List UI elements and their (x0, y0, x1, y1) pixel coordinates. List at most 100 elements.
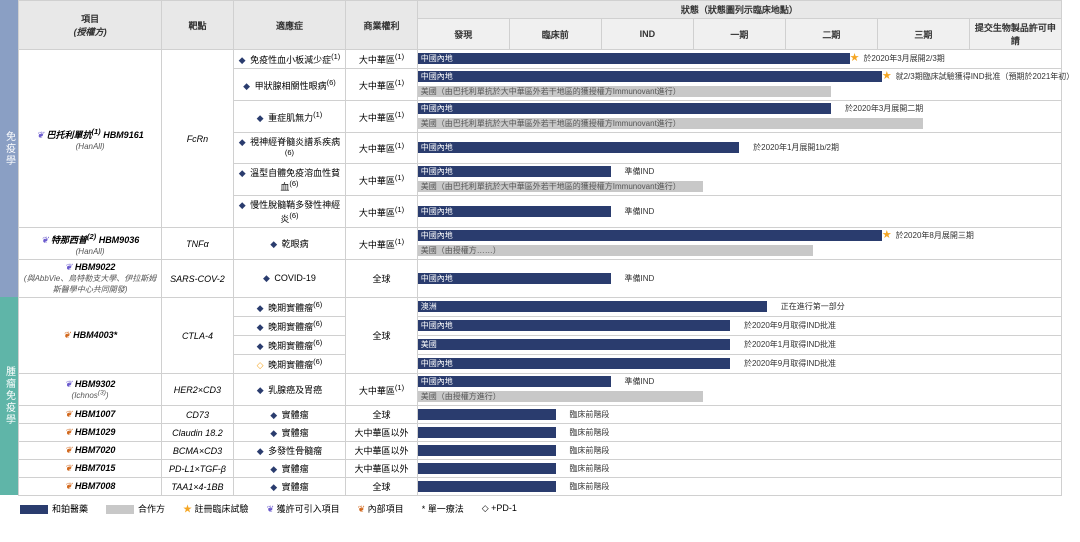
harbour-bar (418, 463, 556, 474)
cell-pipeline: 中國內地準備IND (417, 196, 1061, 228)
pipeline-lane: 臨床前階段 (418, 444, 1061, 458)
pipeline-lane: 美國（由巴托利單抗於大中華區外若干地區的獲授權方Immunovant進行） (418, 180, 1061, 194)
pipeline-lane: 美國（由巴托利單抗於大中華區外若干地區的獲授權方Immunovant進行） (418, 117, 1061, 131)
category-sidebar: 免疫學腫瘤免疫學 (0, 0, 18, 496)
pipeline-lane: 美國（由授權方……） (418, 244, 1061, 258)
cell-project: ❦ HBM1007 (19, 406, 162, 424)
harbour-bar (418, 481, 556, 492)
cell-indication: ◆ 慢性脫髓鞘多發性神經炎(6) (233, 196, 345, 228)
cell-indication: ◇ 晚期實體瘤(6) (233, 355, 345, 374)
cell-rights: 大中華區以外 (346, 460, 418, 478)
harbour-bar: 中國內地 (418, 103, 831, 114)
star-icon: ★ (882, 228, 892, 241)
cell-indication: ◆ COVID-19 (233, 260, 345, 298)
th-stage: IND (601, 19, 693, 50)
table-row: ❦ HBM4003*CTLA-4◆ 晚期實體瘤(6)全球澳洲正在進行第一部分 (19, 298, 1062, 317)
table-row: ❦ HBM9302(Ichnos(3))HER2×CD3◆ 乳腺癌及胃癌大中華區… (19, 374, 1062, 406)
table-body: ❦ 巴托利單抗(1) HBM9161(HanAll)FcRn◆ 免疫性血小板減少… (19, 50, 1062, 496)
cell-project: ❦ 特那西普(2) HBM9036(HanAll) (19, 228, 162, 260)
cell-project: ❦ 巴托利單抗(1) HBM9161(HanAll) (19, 50, 162, 228)
milestone-note: 於2020年3月展開二期 (845, 103, 923, 114)
cell-target: TAA1×4-1BB (162, 478, 234, 496)
cell-rights: 全球 (346, 406, 418, 424)
cell-target: CTLA-4 (162, 298, 234, 374)
harbour-bar: 中國內地 (418, 358, 730, 369)
milestone-note: 於2020年9月取得IND批准 (744, 358, 836, 369)
milestone-note: 臨床前階段 (569, 463, 609, 474)
internal-icon: ❦ (65, 427, 73, 437)
cell-pipeline: 中國內地★於2020年3月展開2/3期 (417, 50, 1061, 69)
pipeline-lane: 中國內地 於2020年1月展開1b/2期 (418, 141, 1061, 155)
legend-item: ❦ 獲許可引入項目 (267, 502, 340, 515)
cell-indication: ◆ 實體瘤 (233, 406, 345, 424)
cell-target: PD-L1×TGF-β (162, 460, 234, 478)
pipeline-lane: 中國內地準備IND (418, 375, 1061, 389)
cell-target: SARS-COV-2 (162, 260, 234, 298)
cell-indication: ◆ 溫型自體免疫溶血性貧血(6) (233, 164, 345, 196)
cell-rights: 大中華區(1) (346, 196, 418, 228)
milestone-note: 準備IND (625, 376, 655, 387)
category-bar: 免疫學 (0, 0, 18, 297)
th-stage: 三期 (877, 19, 969, 50)
pipeline-lane: 澳洲正在進行第一部分 (418, 300, 1061, 314)
cell-indication: ◆ 晚期實體瘤(6) (233, 298, 345, 317)
cell-pipeline: 臨床前階段 (417, 406, 1061, 424)
pipeline-lane: 臨床前階段 (418, 408, 1061, 422)
cell-project: ❦ HBM7015 (19, 460, 162, 478)
th-rights: 商業權利 (346, 1, 418, 50)
harbour-bar: 中國內地 (418, 230, 882, 241)
milestone-note: 臨床前階段 (569, 409, 609, 420)
internal-icon: ❦ (65, 481, 73, 491)
legend-item: ◇ +PD-1 (482, 503, 517, 514)
legend-item: ★ 註冊臨床試驗 (183, 502, 249, 515)
milestone-note: 於2020年1月展開1b/2期 (753, 142, 839, 153)
cell-project: ❦ HBM1029 (19, 424, 162, 442)
cell-rights: 全球 (346, 478, 418, 496)
harbour-bar (418, 409, 556, 420)
cell-rights: 大中華區(1) (346, 50, 418, 69)
harbour-bar: 美國 (418, 339, 730, 350)
internal-icon: ❦ (65, 445, 73, 455)
pipeline-lane: 中國內地準備IND (418, 205, 1061, 219)
th-project: 項目(授權方) (19, 1, 162, 50)
cell-pipeline: 中國內地 於2020年3月展開二期美國（由巴托利單抗於大中華區外若干地區的獲授權方… (417, 101, 1061, 133)
cell-target: TNFα (162, 228, 234, 260)
cell-pipeline: 臨床前階段 (417, 460, 1061, 478)
cell-rights: 大中華區以外 (346, 424, 418, 442)
harbour-bar: 中國內地 (418, 166, 611, 177)
cell-pipeline: 中國內地準備IND (417, 260, 1061, 298)
harbour-bar: 中國內地 (418, 273, 611, 284)
legend: 和鉑醫藥合作方★ 註冊臨床試驗❦ 獲許可引入項目❦ 內部項目* 單一療法◇ +P… (0, 496, 1080, 521)
pipeline-lane: 美國（由授權方進行） (418, 390, 1061, 404)
cell-pipeline: 臨床前階段 (417, 478, 1061, 496)
cell-pipeline: 中國內地★就2/3期臨床試驗獲得IND批准（預期於2021年初）美國（由巴托利單… (417, 69, 1061, 101)
internal-icon: ❦ (65, 409, 73, 419)
cell-indication: ◆ 免疫性血小板減少症(1) (233, 50, 345, 69)
cell-project: ❦ HBM7008 (19, 478, 162, 496)
harbour-bar: 中國內地 (418, 142, 740, 153)
cell-rights: 大中華區(1) (346, 228, 418, 260)
cell-project: ❦ HBM9022(與AbbVie、烏特勒支大學、伊拉斯姆斯醫學中心共同開發) (19, 260, 162, 298)
table-row: ❦ HBM9022(與AbbVie、烏特勒支大學、伊拉斯姆斯醫學中心共同開發)S… (19, 260, 1062, 298)
internal-icon: ❦ (65, 463, 73, 473)
partner-bar: 美國（由巴托利單抗於大中華區外若干地區的獲授權方Immunovant進行） (418, 181, 703, 192)
licensed-icon: ❦ (41, 235, 49, 245)
milestone-note: 於2020年1月取得IND批准 (744, 339, 836, 350)
pipeline-lane: 中國內地準備IND (418, 272, 1061, 286)
legend-item: * 單一療法 (422, 502, 464, 515)
pipeline-lane: 中國內地 於2020年3月展開二期 (418, 102, 1061, 116)
cell-rights: 全球 (346, 298, 418, 374)
table-header: 項目(授權方) 靶點 適應症 商業權利 狀態（狀態圖列示臨床地點） 發現臨床前I… (19, 1, 1062, 50)
legend-item: ❦ 內部項目 (358, 502, 404, 515)
milestone-note: 準備IND (625, 166, 655, 177)
cell-rights: 大中華區(1) (346, 164, 418, 196)
milestone-note: 臨床前階段 (569, 445, 609, 456)
harbour-bar: 澳洲 (418, 301, 767, 312)
pipeline-lane: 中國內地 準備IND (418, 165, 1061, 179)
table-row: ❦ HBM7015PD-L1×TGF-β◆ 實體瘤大中華區以外臨床前階段 (19, 460, 1062, 478)
cell-indication: ◆ 乾眼病 (233, 228, 345, 260)
th-status: 狀態（狀態圖列示臨床地點） (417, 1, 1061, 19)
cell-rights: 大中華區以外 (346, 442, 418, 460)
cell-target: HER2×CD3 (162, 374, 234, 406)
harbour-bar: 中國內地 (418, 320, 730, 331)
